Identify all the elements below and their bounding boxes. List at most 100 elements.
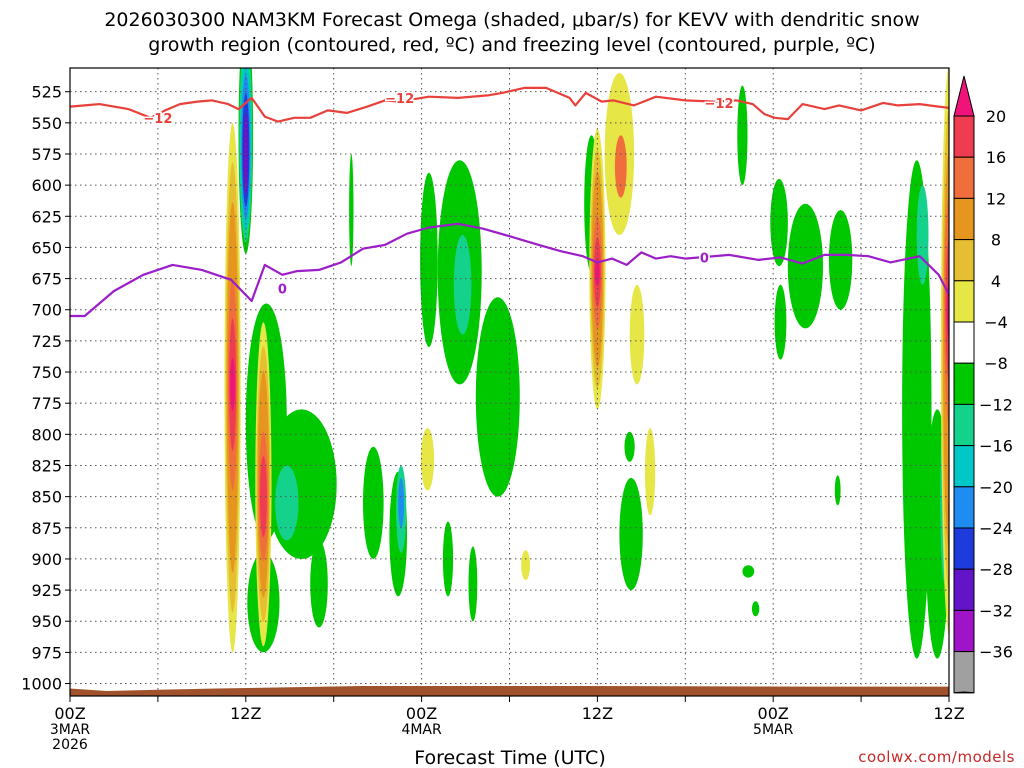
omega-blob-green	[787, 203, 824, 329]
y-tick-label: 625	[31, 207, 62, 226]
omega-blob-green	[619, 477, 643, 591]
y-tick-label: 850	[31, 488, 62, 507]
omega-blob-green	[774, 284, 787, 360]
omega-blob-green	[737, 85, 748, 186]
omega-blob-green	[751, 601, 760, 617]
colorbar-bottom-arrow	[953, 691, 975, 694]
y-axis: 525 550 575 600 625 650 675 700 725 750 775 800 825 8…	[21, 83, 70, 694]
credit-text: coolwx.com/models	[858, 748, 1015, 766]
x-tick-label: 12Z	[582, 704, 613, 723]
y-tick-label: 975	[31, 643, 62, 662]
omega-blob-teal	[916, 185, 929, 285]
omega-blob-teal	[275, 465, 299, 541]
colorbar-label: −4	[984, 313, 1008, 332]
colorbar-label: −32	[979, 601, 1013, 620]
chart-title-line-2: growth region (contoured, red, ºC) and f…	[148, 34, 875, 56]
y-tick-label: 550	[31, 114, 62, 133]
colorbar-swatch	[953, 568, 975, 611]
colorbar-label: 8	[991, 231, 1001, 250]
omega-blob-green	[834, 475, 841, 506]
ascent-core-red	[259, 456, 267, 538]
contour-label: −12	[705, 97, 734, 112]
colorbar-swatch	[953, 156, 975, 199]
colorbar-label: −16	[979, 437, 1013, 456]
y-tick-label: 925	[31, 581, 62, 600]
contour-label: −12	[385, 92, 414, 107]
omega-blob-green	[310, 540, 328, 628]
colorbar-swatch	[953, 403, 975, 447]
y-tick-label: 875	[31, 519, 62, 538]
x-tick-label: 00Z	[406, 704, 437, 723]
y-tick-label: 900	[31, 550, 62, 569]
chart-title-line-1: 2026030300 NAM3KM Forecast Omega (shaded…	[104, 9, 919, 31]
colorbar-top-arrow	[953, 75, 975, 117]
omega-blob-green	[363, 446, 384, 559]
omega-blob-green	[349, 153, 354, 267]
colorbar-label: 4	[991, 272, 1001, 291]
x-tick-label: 5MAR	[753, 722, 794, 738]
colorbar-label: −24	[979, 519, 1013, 538]
colorbar-label: −20	[979, 478, 1013, 497]
omega-blob-green	[902, 160, 932, 659]
omega-blob-yellow	[645, 428, 656, 516]
y-tick-label: 1000	[21, 675, 62, 694]
omega-blob-yellow	[420, 428, 435, 491]
x-tick-label: 12Z	[933, 704, 964, 723]
y-tick-label: 800	[31, 425, 62, 444]
omega-blob-green	[624, 431, 635, 462]
x-tick-label: 00Z	[758, 704, 789, 723]
colorbar-swatch	[953, 321, 975, 364]
dgz-minus12-contour	[70, 86, 949, 123]
colorbar-swatch	[953, 609, 975, 653]
contour-label: −12	[143, 112, 172, 127]
x-tick-label: 3MAR	[50, 722, 91, 738]
x-tick-label: 2026	[52, 737, 88, 753]
omega-blob-blue	[398, 478, 404, 528]
y-tick-label: 950	[31, 612, 62, 631]
y-tick-label: 750	[31, 363, 62, 382]
colorbar-swatch	[953, 486, 975, 529]
omega-blob-green	[420, 172, 438, 348]
ascent-core-magenta	[595, 258, 600, 287]
colorbar-swatch	[953, 197, 975, 241]
ground-terrain	[70, 686, 949, 696]
omega-blob-yellow	[521, 550, 530, 581]
omega-blob-green	[770, 178, 788, 267]
y-tick-label: 600	[31, 176, 62, 195]
x-tick-label: 00Z	[54, 704, 85, 723]
colorbar-swatch	[953, 445, 975, 488]
omega-blob-green	[475, 297, 520, 497]
y-tick-label: 525	[31, 83, 62, 102]
colorbar-label: −36	[979, 643, 1013, 662]
ground-fill	[70, 686, 949, 696]
colorbar: 20 16 12 8 4 −4 −8 −12 −16 −20 −24 −28 −32 −36	[953, 75, 1013, 694]
y-tick-label: 775	[31, 394, 62, 413]
y-tick-label: 675	[31, 270, 62, 289]
colorbar-label: 12	[986, 189, 1006, 208]
colorbar-swatch	[953, 527, 975, 570]
colorbar-label: 16	[986, 148, 1006, 167]
x-tick-label: 4MAR	[401, 722, 442, 738]
y-tick-label: 650	[31, 238, 62, 257]
colorbar-swatch	[953, 239, 975, 282]
x-tick-label: 12Z	[230, 704, 261, 723]
contour-labels: −12 −12 −12 0 0	[142, 90, 735, 299]
colorbar-label: −28	[979, 560, 1013, 579]
omega-blob-green	[442, 521, 454, 597]
contour-label: 0	[278, 283, 287, 298]
freezing-level-contour	[70, 222, 949, 318]
y-tick-label: 700	[31, 301, 62, 320]
colorbar-swatch	[953, 115, 975, 158]
y-tick-label: 725	[31, 332, 62, 351]
x-axis-label: Forecast Time (UTC)	[414, 747, 605, 768]
contour-label: 0	[700, 251, 709, 266]
omega-blob-yellow	[629, 284, 645, 385]
omega-blob-teal	[453, 234, 472, 335]
colorbar-swatch	[953, 362, 975, 405]
y-tick-label: 575	[31, 145, 62, 164]
y-tick-label: 825	[31, 456, 62, 475]
colorbar-label: −12	[979, 395, 1013, 414]
omega-blob-green	[468, 546, 478, 622]
